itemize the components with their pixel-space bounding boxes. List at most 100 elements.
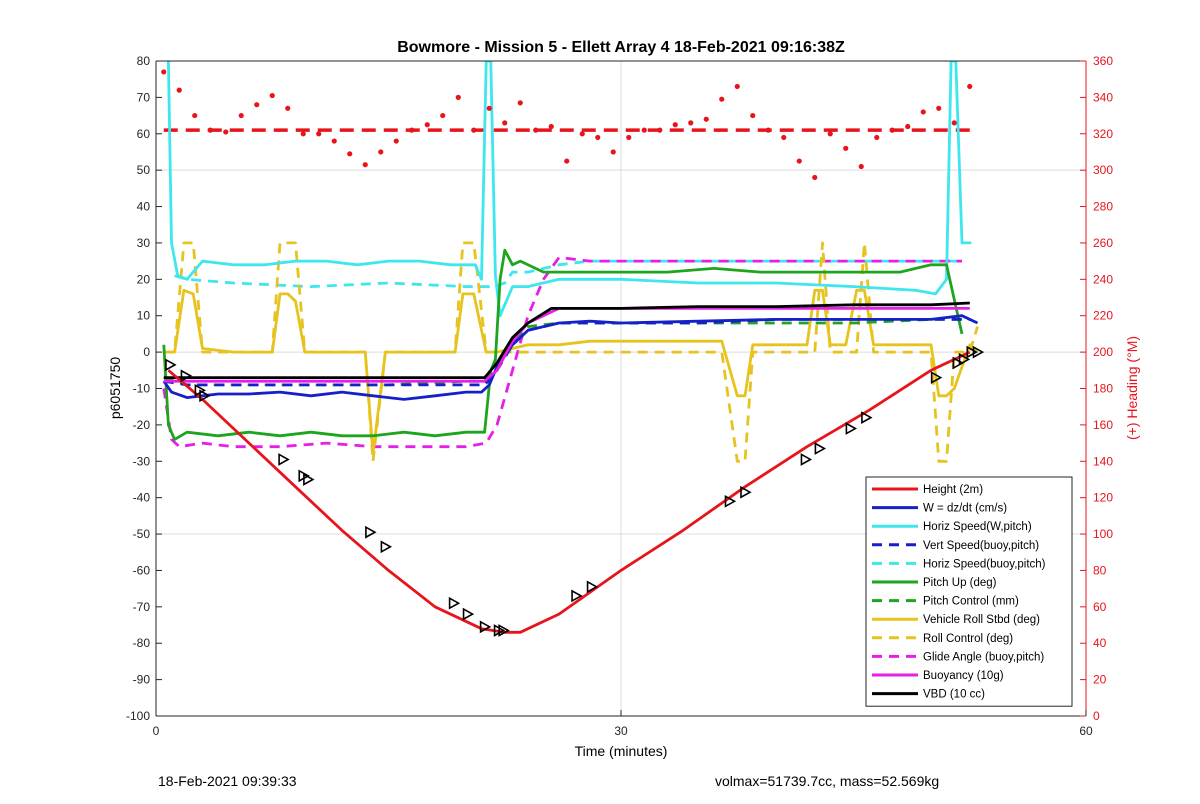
series-line bbox=[162, 248, 964, 441]
y2-axis-label: (+) Heading (°M) bbox=[1124, 336, 1140, 440]
y2-tick-label: 160 bbox=[1093, 418, 1113, 432]
y-tick-label: -10 bbox=[133, 382, 151, 396]
legend: Height (2m) W = dz/dt (cm/s) Horiz Speed(W… bbox=[865, 476, 1073, 707]
series-line bbox=[163, 301, 970, 380]
heading-point bbox=[595, 134, 601, 141]
heading-point bbox=[827, 131, 833, 137]
x-tick-label: 0 bbox=[153, 724, 160, 738]
triangle-marker bbox=[165, 358, 177, 372]
triangle-marker bbox=[861, 411, 873, 424]
series-line bbox=[174, 259, 962, 289]
series-line bbox=[167, 350, 971, 634]
legend-label: Vert Speed(buoy,pitch) bbox=[923, 540, 1039, 552]
heading-point bbox=[254, 102, 260, 108]
heading-point bbox=[905, 123, 911, 130]
y2-tick-label: 220 bbox=[1093, 309, 1113, 323]
heading-point bbox=[641, 127, 647, 133]
heading-point bbox=[223, 129, 229, 135]
heading-point bbox=[750, 112, 756, 119]
heading-point bbox=[440, 112, 446, 119]
triangle-marker bbox=[952, 356, 964, 370]
y-tick-label: -50 bbox=[133, 527, 151, 541]
legend-label: Pitch Up (deg) bbox=[923, 577, 997, 589]
footer-mass-info: volmax=51739.7cc, mass=52.569kg bbox=[715, 773, 940, 789]
heading-point bbox=[409, 127, 415, 133]
triangle-marker bbox=[571, 589, 583, 603]
y2-tick-label: 340 bbox=[1093, 90, 1113, 104]
heading-point bbox=[502, 120, 508, 126]
heading-point bbox=[176, 87, 182, 93]
y-tick-label: 70 bbox=[137, 90, 151, 104]
heading-point bbox=[874, 134, 880, 141]
heading-point bbox=[920, 109, 926, 115]
chart: Bowmore - Mission 5 - Ellett Array 4 18-… bbox=[107, 39, 1140, 759]
y-tick-label: 50 bbox=[137, 163, 151, 177]
y2-tick-label: 320 bbox=[1093, 127, 1113, 141]
heading-point bbox=[347, 151, 353, 157]
heading-point bbox=[362, 162, 368, 168]
y2-tick-label: 180 bbox=[1093, 382, 1113, 396]
triangle-marker bbox=[278, 453, 290, 466]
triangle-marker bbox=[462, 607, 475, 621]
y2-tick-label: 80 bbox=[1093, 563, 1107, 577]
y2-tick-label: 260 bbox=[1093, 236, 1113, 250]
y-axis-label: p6051750 bbox=[107, 357, 123, 420]
y-tick-label: -100 bbox=[126, 709, 150, 723]
triangle-marker bbox=[303, 473, 315, 486]
y-tick-label: 80 bbox=[137, 54, 151, 68]
heading-point bbox=[393, 138, 399, 144]
y-tick-label: -60 bbox=[133, 563, 151, 577]
plot-area bbox=[161, 61, 985, 637]
legend-label: Buoyancy (10g) bbox=[923, 670, 1004, 682]
heading-point bbox=[936, 105, 942, 111]
chart-title: Bowmore - Mission 5 - Ellett Array 4 18-… bbox=[397, 39, 845, 56]
y2-tick-label: 280 bbox=[1093, 200, 1113, 214]
triangle-marker bbox=[199, 389, 211, 403]
y-tick-label: 60 bbox=[137, 127, 151, 141]
heading-point bbox=[424, 122, 430, 128]
footer-timestamp: 18-Feb-2021 09:39:33 bbox=[158, 773, 297, 789]
y-tick-label: 0 bbox=[143, 345, 150, 359]
y2-tick-label: 100 bbox=[1093, 527, 1113, 541]
heading-point bbox=[316, 131, 322, 137]
legend-label: W = dz/dt (cm/s) bbox=[923, 503, 1007, 515]
heading-point bbox=[889, 127, 895, 133]
triangle-marker bbox=[180, 369, 193, 383]
heading-point bbox=[378, 149, 384, 155]
x-tick-label: 60 bbox=[1079, 724, 1093, 738]
triangle-marker bbox=[800, 453, 813, 466]
heading-point bbox=[331, 138, 337, 144]
heading-point bbox=[858, 163, 864, 170]
legend-label: Height (2m) bbox=[923, 484, 983, 496]
triangle-marker bbox=[365, 525, 377, 539]
heading-point bbox=[207, 127, 213, 133]
y-tick-label: -90 bbox=[133, 673, 151, 687]
y-tick-label: 30 bbox=[137, 236, 151, 250]
triangle-marker bbox=[740, 485, 752, 499]
legend-label: Horiz Speed(buoy,pitch) bbox=[923, 558, 1046, 570]
heading-point bbox=[967, 83, 973, 90]
series-line bbox=[162, 314, 979, 401]
heading-point bbox=[610, 149, 616, 155]
series-line bbox=[163, 306, 970, 383]
legend-label: Glide Angle (buoy,pitch) bbox=[923, 651, 1044, 663]
x-axis-label: Time (minutes) bbox=[575, 743, 668, 759]
heading-point bbox=[796, 158, 802, 164]
y-tick-label: -40 bbox=[133, 491, 151, 505]
triangle-marker bbox=[586, 580, 599, 594]
heading-point bbox=[657, 127, 663, 133]
heading-point bbox=[719, 96, 725, 102]
heading-point bbox=[812, 174, 818, 181]
axes: -100-90-80-70-60-50-40-30-20-10010203040… bbox=[126, 54, 1113, 738]
y-tick-label: 20 bbox=[137, 272, 151, 286]
heading-point bbox=[843, 145, 849, 151]
heading-point bbox=[269, 92, 275, 99]
heading-point bbox=[626, 134, 632, 141]
legend-label: Horiz Speed(W,pitch) bbox=[923, 521, 1032, 533]
y2-tick-label: 360 bbox=[1093, 54, 1113, 68]
y2-tick-label: 0 bbox=[1093, 709, 1100, 723]
heading-point bbox=[765, 127, 771, 133]
triangle-marker bbox=[845, 422, 858, 435]
heading-point bbox=[300, 131, 306, 137]
triangle-marker bbox=[724, 494, 737, 508]
